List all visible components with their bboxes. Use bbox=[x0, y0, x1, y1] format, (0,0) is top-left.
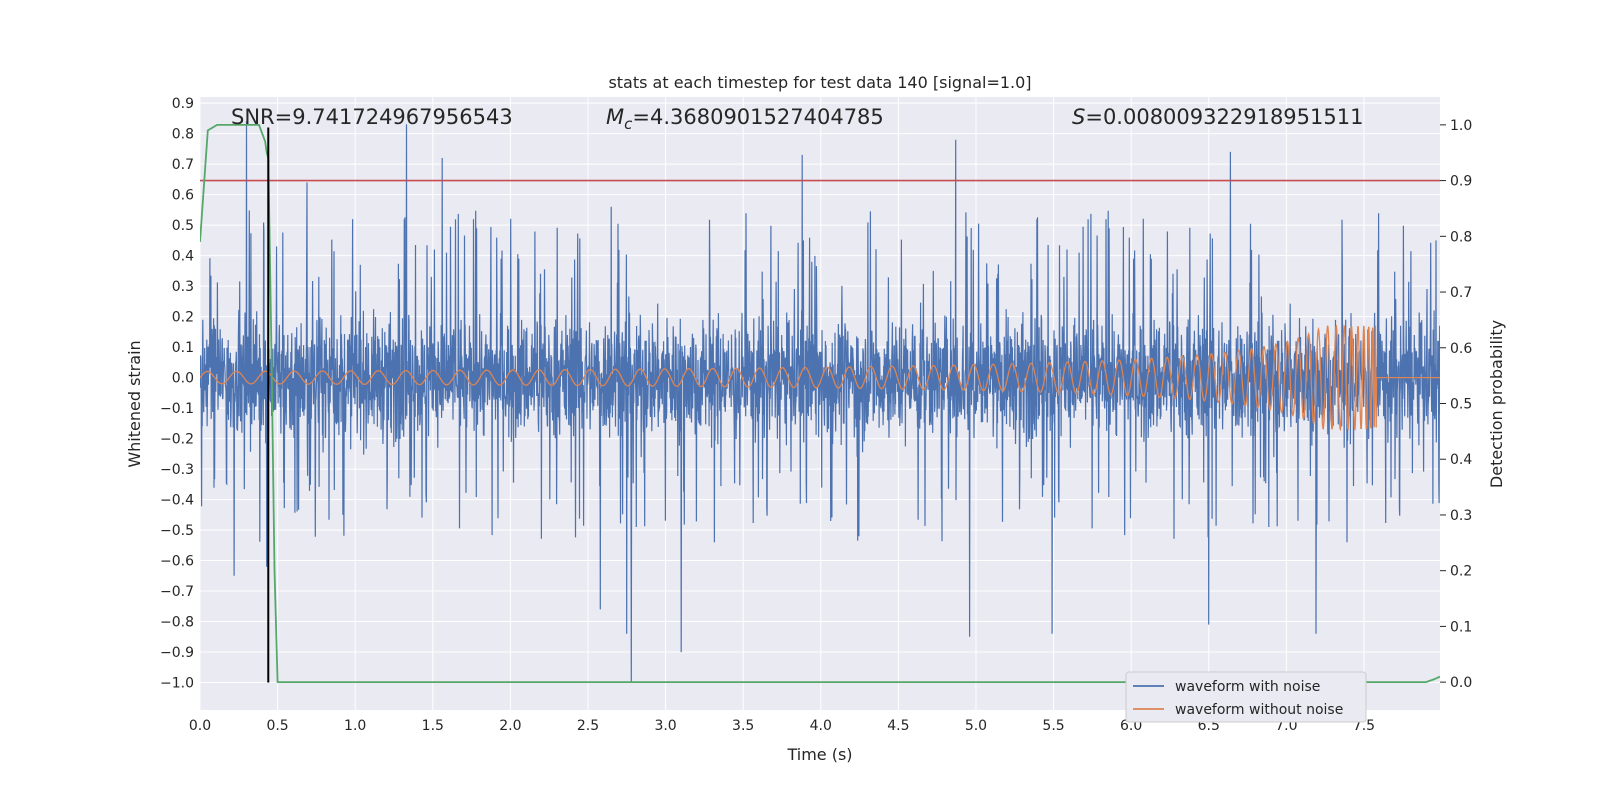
y-tick-label: −0.2 bbox=[160, 432, 194, 448]
x-tick-label: 5.5 bbox=[1042, 718, 1064, 734]
x-tick-label: 2.0 bbox=[499, 718, 521, 734]
x-tick-label: 1.0 bbox=[344, 718, 366, 734]
chirp-mass-symbol: M bbox=[606, 105, 624, 129]
y-axis-ticks: 0.9 0.8 0.7 0.6 0.5 0.4 0.3 0.2 0.1 0.0 −0.1 −0.2 −0… bbox=[160, 96, 194, 691]
y-tick-label: 0.5 bbox=[172, 218, 194, 234]
significance-annotation: S=0.008009322918951511 bbox=[1072, 105, 1363, 129]
x-axis-label: Time (s) bbox=[786, 745, 852, 764]
detection-probability-line bbox=[200, 124, 1440, 683]
snr-annotation: SNR=9.741724967956543 bbox=[231, 105, 513, 129]
x-tick-label: 0.0 bbox=[189, 718, 211, 734]
right-tick-label: 0.1 bbox=[1450, 619, 1472, 635]
chirp-mass-subscript: c bbox=[624, 115, 633, 133]
legend: waveform with noise waveform without noi… bbox=[1125, 671, 1367, 723]
x-tick-label: 0.5 bbox=[266, 718, 288, 734]
significance-symbol: S bbox=[1072, 105, 1085, 129]
y-tick-label: 0.4 bbox=[172, 249, 194, 265]
right-tick-label: 0.6 bbox=[1450, 341, 1472, 357]
right-axis-ticks: 1.0 0.9 0.8 0.7 0.6 0.5 0.4 0.3 0.2 0.1 0.0 bbox=[1440, 118, 1472, 691]
right-tick-label: 0.3 bbox=[1450, 508, 1472, 524]
right-tick-label: 0.4 bbox=[1450, 452, 1472, 468]
x-tick-label: 4.0 bbox=[810, 718, 832, 734]
y-tick-label: −0.9 bbox=[160, 645, 194, 661]
y-tick-label: 0.8 bbox=[172, 127, 194, 143]
right-tick-label: 0.2 bbox=[1450, 564, 1472, 580]
right-tick-label: 1.0 bbox=[1450, 118, 1472, 134]
y-tick-label: −0.3 bbox=[160, 462, 194, 478]
significance-value: =0.008009322918951511 bbox=[1085, 105, 1363, 129]
right-tick-label: 0.7 bbox=[1450, 285, 1472, 301]
x-tick-label: 5.0 bbox=[965, 718, 987, 734]
right-axis-label: Detection probability bbox=[1487, 320, 1506, 488]
y-tick-label: 0.0 bbox=[172, 371, 194, 387]
y-tick-label: −0.8 bbox=[160, 615, 194, 631]
chirp-mass-value: =4.3680901527404785 bbox=[632, 105, 883, 129]
y-tick-label: −0.4 bbox=[160, 493, 194, 509]
right-tick-label: 0.8 bbox=[1450, 229, 1472, 245]
x-tick-label: 1.5 bbox=[422, 718, 444, 734]
y-tick-label: −1.0 bbox=[160, 676, 194, 692]
right-tick-label: 0.0 bbox=[1450, 675, 1472, 691]
clean-waveform-line bbox=[200, 324, 1440, 432]
legend-noise-label: waveform with noise bbox=[1175, 679, 1320, 695]
y-tick-label: 0.1 bbox=[172, 340, 194, 356]
y-tick-label: −0.5 bbox=[160, 523, 194, 539]
y-tick-label: 0.6 bbox=[172, 188, 194, 204]
y-tick-label: −0.7 bbox=[160, 584, 194, 600]
plot-content bbox=[200, 121, 1440, 683]
x-tick-label: 3.5 bbox=[732, 718, 754, 734]
right-tick-label: 0.5 bbox=[1450, 397, 1472, 413]
chart-title: stats at each timestep for test data 140… bbox=[608, 73, 1031, 92]
y-tick-label: 0.7 bbox=[172, 157, 194, 173]
x-tick-label: 2.5 bbox=[577, 718, 599, 734]
right-tick-label: 0.9 bbox=[1450, 174, 1472, 190]
x-tick-label: 4.5 bbox=[887, 718, 909, 734]
y-tick-label: 0.9 bbox=[172, 96, 194, 112]
legend-clean-label: waveform without noise bbox=[1175, 702, 1343, 718]
y-tick-label: −0.6 bbox=[160, 554, 194, 570]
y-tick-label: −0.1 bbox=[160, 401, 194, 417]
legend-box bbox=[1125, 671, 1367, 723]
chirp-mass-annotation: Mc=4.3680901527404785 bbox=[606, 105, 884, 133]
y-axis-label: Whitened strain bbox=[125, 340, 144, 467]
x-tick-label: 3.0 bbox=[654, 718, 676, 734]
y-tick-label: 0.2 bbox=[172, 310, 194, 326]
y-tick-label: 0.3 bbox=[172, 279, 194, 295]
